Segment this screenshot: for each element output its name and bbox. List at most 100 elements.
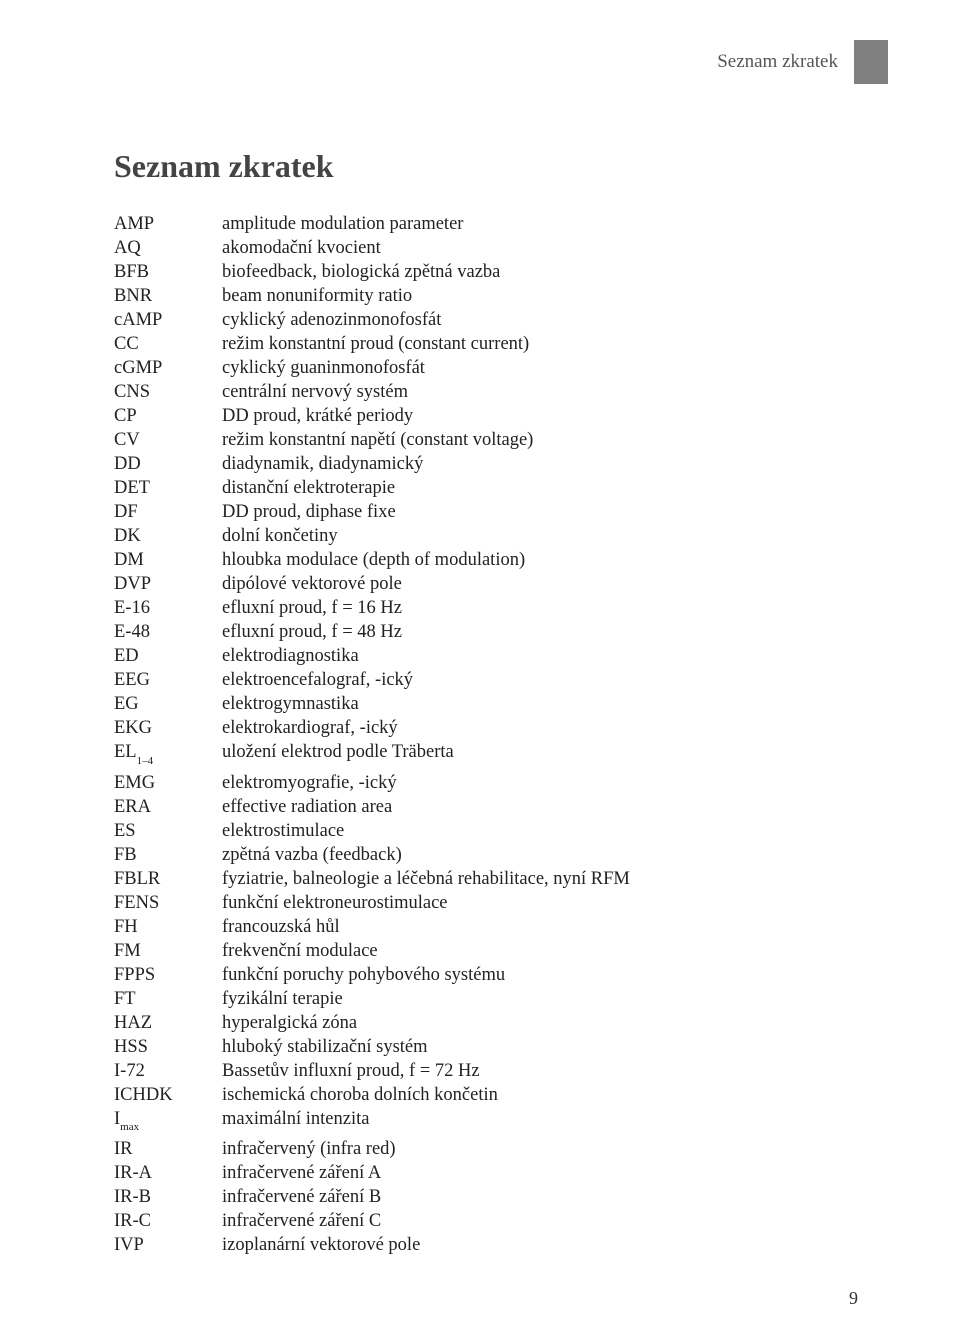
abbreviation-term: E-16 (114, 596, 222, 620)
abbreviation-row: HAZhyperalgická zóna (114, 1011, 864, 1035)
abbreviation-row: DFDD proud, diphase fixe (114, 500, 864, 524)
abbreviation-term: IR-C (114, 1209, 222, 1233)
abbreviation-definition: fyzikální terapie (222, 987, 864, 1011)
abbreviation-definition: dipólové vektorové pole (222, 572, 864, 596)
abbreviation-row: EMGelektromyografie, -ický (114, 771, 864, 795)
abbreviation-row: CPDD proud, krátké periody (114, 404, 864, 428)
abbreviation-term: FM (114, 939, 222, 963)
abbreviation-term: HSS (114, 1035, 222, 1059)
abbreviation-definition: hloubka modulace (depth of modulation) (222, 548, 864, 572)
abbreviation-definition: amplitude modulation parameter (222, 212, 864, 236)
abbreviation-definition: DD proud, diphase fixe (222, 500, 864, 524)
abbreviation-subscript: 1–4 (137, 755, 154, 767)
abbreviation-term: ES (114, 819, 222, 843)
abbreviation-term: FH (114, 915, 222, 939)
page-number: 9 (849, 1288, 858, 1309)
abbreviation-term: E-48 (114, 620, 222, 644)
abbreviation-definition: biofeedback, biologická zpětná vazba (222, 260, 864, 284)
abbreviation-definition: dolní končetiny (222, 524, 864, 548)
abbreviation-term: ERA (114, 795, 222, 819)
abbreviation-definition: elektrostimulace (222, 819, 864, 843)
abbreviation-row: IVPizoplanární vektorové pole (114, 1233, 864, 1257)
abbreviation-row: CNScentrální nervový systém (114, 380, 864, 404)
abbreviation-term: Imax (114, 1107, 222, 1138)
abbreviation-row: EGelektrogymnastika (114, 692, 864, 716)
abbreviation-term: BNR (114, 284, 222, 308)
abbreviation-row: FBzpětná vazba (feedback) (114, 843, 864, 867)
abbreviation-term: cGMP (114, 356, 222, 380)
abbreviation-term: FT (114, 987, 222, 1011)
abbreviation-row: CVrežim konstantní napětí (constant volt… (114, 428, 864, 452)
abbreviation-term: DD (114, 452, 222, 476)
abbreviation-term: IR-B (114, 1185, 222, 1209)
abbreviation-row: DDdiadynamik, diadynamický (114, 452, 864, 476)
abbreviation-term: IVP (114, 1233, 222, 1257)
abbreviation-definition: elektrokardiograf, -ický (222, 716, 864, 740)
abbreviation-definition: zpětná vazba (feedback) (222, 843, 864, 867)
abbreviation-row: HSShluboký stabilizační systém (114, 1035, 864, 1059)
abbreviation-row: IR-Binfračervené záření B (114, 1185, 864, 1209)
abbreviation-term: IR-A (114, 1161, 222, 1185)
abbreviation-term: AMP (114, 212, 222, 236)
page: Seznam zkratek Seznam zkratek AMPamplitu… (0, 0, 960, 1337)
abbreviation-term: CNS (114, 380, 222, 404)
abbreviation-subscript: max (120, 1121, 139, 1133)
abbreviation-definition: Bassetův influxní proud, f = 72 Hz (222, 1059, 864, 1083)
page-header-tab: Seznam zkratek (717, 40, 888, 84)
abbreviation-row: EDelektrodiagnostika (114, 644, 864, 668)
abbreviation-row: DKdolní končetiny (114, 524, 864, 548)
abbreviation-definition: distanční elektroterapie (222, 476, 864, 500)
abbreviation-definition: cyklický adenozinmonofosfát (222, 308, 864, 332)
abbreviation-row: CCrežim konstantní proud (constant curre… (114, 332, 864, 356)
abbreviation-definition: frekvenční modulace (222, 939, 864, 963)
abbreviation-row: EL1–4uložení elektrod podle Träberta (114, 740, 864, 771)
abbreviation-term: ED (114, 644, 222, 668)
abbreviation-term: FBLR (114, 867, 222, 891)
abbreviation-list: AMPamplitude modulation parameterAQakomo… (114, 212, 864, 1257)
running-title: Seznam zkratek (717, 51, 854, 73)
abbreviation-definition: funkční elektroneurostimulace (222, 891, 864, 915)
abbreviation-row: DMhloubka modulace (depth of modulation) (114, 548, 864, 572)
abbreviation-term: IR (114, 1137, 222, 1161)
abbreviation-definition: izoplanární vektorové pole (222, 1233, 864, 1257)
abbreviation-row: DETdistanční elektroterapie (114, 476, 864, 500)
abbreviation-row: FBLRfyziatrie, balneologie a léčebná reh… (114, 867, 864, 891)
abbreviation-definition: elektromyografie, -ický (222, 771, 864, 795)
abbreviation-row: ICHDKischemická choroba dolních končetin (114, 1083, 864, 1107)
abbreviation-term: EEG (114, 668, 222, 692)
abbreviation-term: cAMP (114, 308, 222, 332)
abbreviation-term: FPPS (114, 963, 222, 987)
abbreviation-term: ICHDK (114, 1083, 222, 1107)
abbreviation-row: DVPdipólové vektorové pole (114, 572, 864, 596)
abbreviation-term: CV (114, 428, 222, 452)
abbreviation-definition: uložení elektrod podle Träberta (222, 740, 864, 764)
abbreviation-term: I-72 (114, 1059, 222, 1083)
abbreviation-definition: režim konstantní proud (constant current… (222, 332, 864, 356)
abbreviation-definition: effective radiation area (222, 795, 864, 819)
abbreviation-row: cGMPcyklický guaninmonofosfát (114, 356, 864, 380)
abbreviation-definition: hluboký stabilizační systém (222, 1035, 864, 1059)
abbreviation-row: Imaxmaximální intenzita (114, 1107, 864, 1138)
abbreviation-row: IR-Ainfračervené záření A (114, 1161, 864, 1185)
abbreviation-definition: infračervené záření A (222, 1161, 864, 1185)
abbreviation-definition: infračervené záření C (222, 1209, 864, 1233)
page-title: Seznam zkratek (114, 148, 334, 185)
abbreviation-term: DF (114, 500, 222, 524)
abbreviation-definition: hyperalgická zóna (222, 1011, 864, 1035)
abbreviation-definition: francouzská hůl (222, 915, 864, 939)
abbreviation-definition: infračervený (infra red) (222, 1137, 864, 1161)
abbreviation-definition: ischemická choroba dolních končetin (222, 1083, 864, 1107)
abbreviation-term: CP (114, 404, 222, 428)
abbreviation-term: DVP (114, 572, 222, 596)
abbreviation-term: DET (114, 476, 222, 500)
thumb-tab (854, 40, 888, 84)
abbreviation-definition: fyziatrie, balneologie a léčebná rehabil… (222, 867, 864, 891)
abbreviation-row: IRinfračervený (infra red) (114, 1137, 864, 1161)
abbreviation-term: FB (114, 843, 222, 867)
abbreviation-term: EKG (114, 716, 222, 740)
abbreviation-row: FPPSfunkční poruchy pohybového systému (114, 963, 864, 987)
abbreviation-row: FENSfunkční elektroneurostimulace (114, 891, 864, 915)
abbreviation-term: AQ (114, 236, 222, 260)
abbreviation-definition: efluxní proud, f = 16 Hz (222, 596, 864, 620)
abbreviation-definition: cyklický guaninmonofosfát (222, 356, 864, 380)
